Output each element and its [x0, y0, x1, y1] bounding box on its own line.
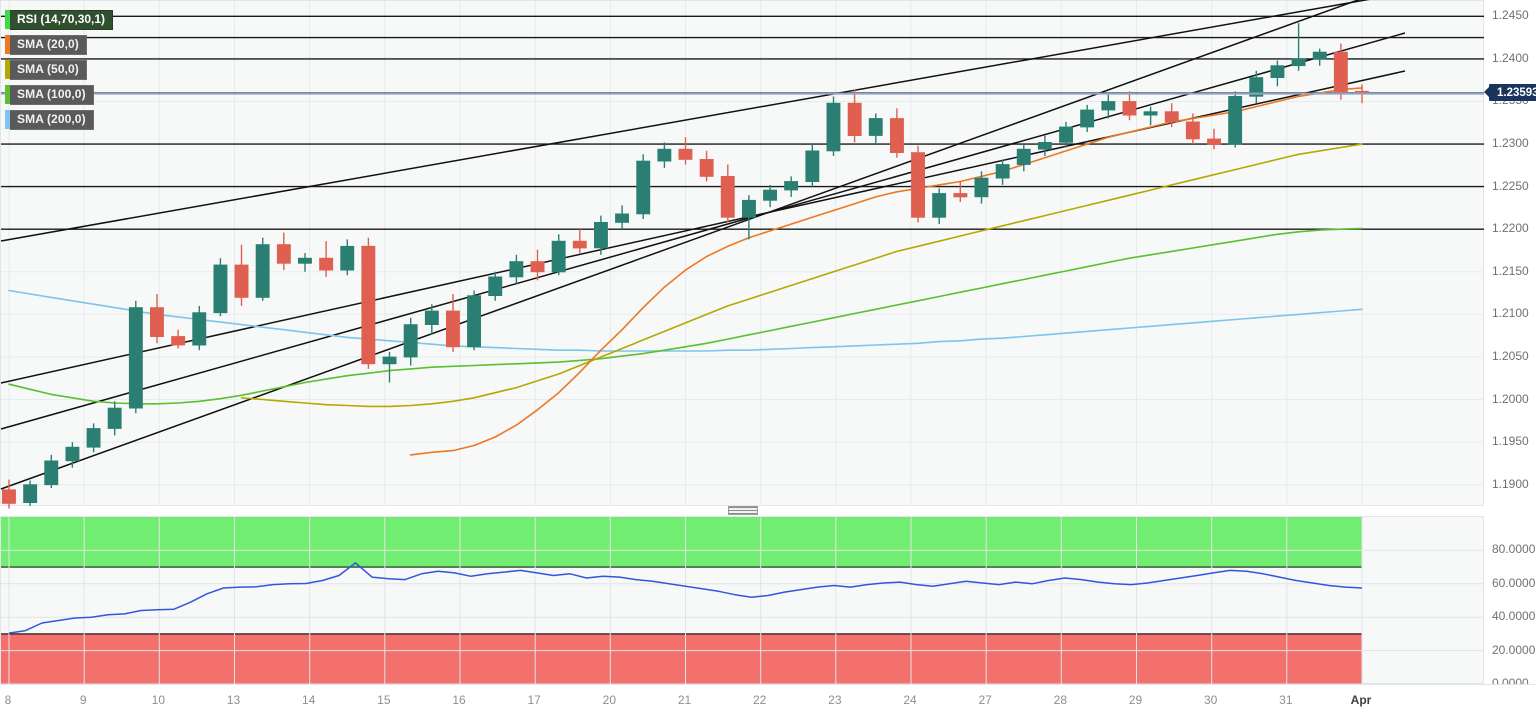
sma20-label: SMA (20,0) — [10, 34, 87, 55]
sma100-label: SMA (100,0) — [10, 84, 94, 105]
legend-item-sma20[interactable]: SMA (20,0) — [5, 34, 94, 55]
panel-resize-handle[interactable] — [728, 506, 758, 515]
rsi-label: RSI (14,70,30,1) — [10, 9, 114, 30]
price-axis-tick: 1.2300 — [1492, 136, 1529, 151]
time-axis-tick: 23 — [828, 693, 842, 707]
sma100-color-swatch — [5, 85, 10, 104]
last-price-tag: 1.23593 — [1484, 84, 1536, 102]
price-axis-tick: 1.2250 — [1492, 178, 1529, 193]
sma50-color-swatch — [5, 60, 10, 79]
time-axis-tick: 9 — [79, 693, 87, 707]
rsi-panel[interactable] — [0, 516, 1484, 685]
price-axis-tick: 1.1950 — [1492, 434, 1529, 449]
price-axis-tick: 1.2400 — [1492, 50, 1529, 65]
legend-item-sma200[interactable]: SMA (200,0) — [5, 109, 94, 130]
time-axis-tick: Apr — [1350, 693, 1372, 707]
time-axis-tick: 21 — [677, 693, 692, 707]
rsi-color-swatch — [5, 10, 10, 29]
price-axis-tick: 1.2150 — [1492, 263, 1529, 278]
time-axis-tick: 10 — [151, 693, 166, 707]
rsi-axis[interactable]: 80.0000 60.0000 40.0000 20.0000 0.0000 — [1484, 516, 1536, 690]
rsi-axis-tick: 20.0000 — [1492, 642, 1536, 657]
sma200-color-swatch — [5, 110, 10, 129]
price-axis-tick: 1.2050 — [1492, 348, 1529, 363]
time-axis-tick: 16 — [452, 693, 466, 707]
rsi-axis-tick: 60.0000 — [1492, 575, 1536, 590]
sma200-label: SMA (200,0) — [10, 109, 94, 130]
time-axis-tick: 27 — [978, 693, 992, 707]
rsi-axis-tick: 40.0000 — [1492, 609, 1536, 624]
price-chart-panel[interactable] — [0, 0, 1484, 509]
price-axis-tick: 1.2200 — [1492, 221, 1529, 236]
legend-item-sma50[interactable]: SMA (50,0) — [5, 59, 94, 80]
time-axis-tick: 17 — [527, 693, 541, 707]
time-axis-tick: 24 — [903, 693, 917, 707]
sma20-color-swatch — [5, 35, 10, 54]
sma50-label: SMA (50,0) — [10, 59, 87, 80]
time-axis-tick: 14 — [301, 693, 316, 707]
time-axis-tick: 31 — [1279, 693, 1293, 707]
price-axis[interactable]: 1.24501.24001.23501.23001.22501.22001.21… — [1484, 0, 1536, 506]
time-axis-tick: 20 — [602, 693, 617, 707]
rsi-axis-tick: 80.0000 — [1492, 542, 1536, 557]
time-axis-tick: 30 — [1203, 693, 1218, 707]
price-axis-tick: 1.2000 — [1492, 391, 1529, 406]
time-axis-tick: 15 — [377, 693, 391, 707]
time-axis-tick: 28 — [1053, 693, 1068, 707]
rsi-legend[interactable]: RSI (14,70,30,1) — [5, 9, 114, 30]
price-axis-tick: 1.2450 — [1492, 8, 1529, 23]
rsi-canvas — [1, 517, 1484, 685]
time-axis[interactable]: 8 9 10 13 14 15 16 17 20 21 22 23 24 27 28 29 30 31 Apr — [0, 684, 1536, 717]
time-axis-tick: 29 — [1128, 693, 1143, 707]
time-axis-tick: 13 — [226, 693, 241, 707]
legend-item-sma100[interactable]: SMA (100,0) — [5, 84, 94, 105]
price-legend: GBP/USD SMA (20,0) SMA (50,0) SMA (100,0… — [5, 9, 94, 135]
price-axis-tick: 1.2100 — [1492, 306, 1529, 321]
price-chart-canvas — [0, 0, 1484, 509]
time-axis-tick: 22 — [752, 693, 767, 707]
time-axis-tick: 8 — [4, 693, 12, 707]
price-axis-tick: 1.1900 — [1492, 476, 1529, 491]
